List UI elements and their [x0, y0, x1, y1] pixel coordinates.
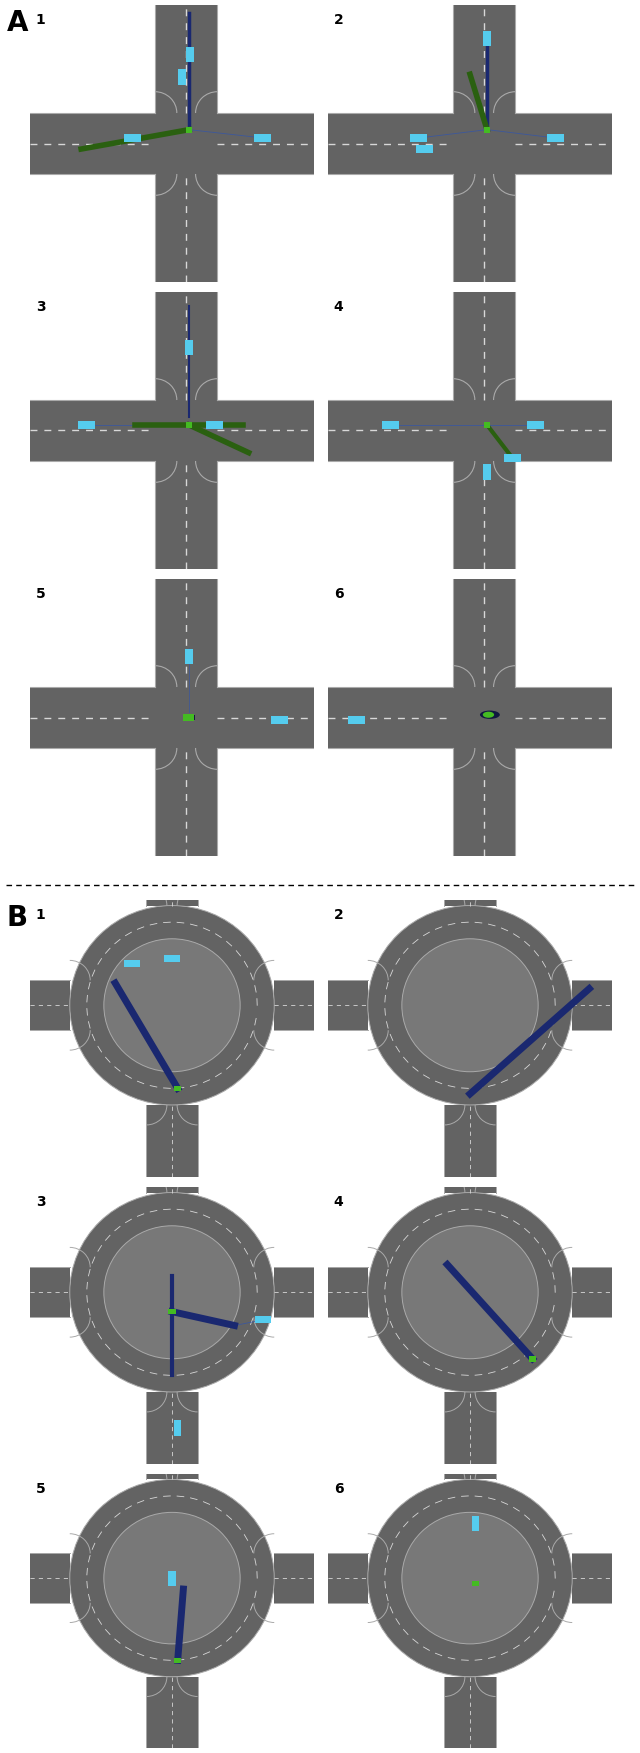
Text: 4: 4 — [333, 1196, 344, 1210]
Bar — [328, 980, 368, 1031]
Text: B: B — [6, 903, 28, 931]
Bar — [529, 1357, 536, 1362]
Bar — [444, 899, 495, 906]
Circle shape — [104, 940, 240, 1071]
Circle shape — [402, 940, 538, 1071]
Bar — [78, 421, 95, 429]
Circle shape — [70, 1192, 275, 1392]
Bar — [206, 421, 223, 429]
Circle shape — [104, 1225, 240, 1359]
Text: 1: 1 — [36, 14, 45, 28]
Bar — [147, 1474, 198, 1480]
Bar — [174, 1658, 181, 1664]
Bar — [147, 1104, 198, 1176]
Bar — [255, 1317, 271, 1324]
Bar — [168, 1571, 175, 1586]
Text: 6: 6 — [333, 1483, 343, 1497]
Bar — [484, 422, 490, 428]
Circle shape — [70, 906, 275, 1104]
Bar — [124, 961, 140, 968]
Circle shape — [402, 1225, 538, 1359]
Bar — [30, 112, 314, 174]
Bar — [527, 421, 544, 429]
Bar — [472, 1516, 479, 1530]
Bar — [147, 1187, 198, 1192]
Bar — [328, 687, 612, 749]
Bar — [453, 578, 515, 855]
Bar — [147, 1678, 198, 1748]
Bar — [186, 422, 192, 428]
Text: 6: 6 — [333, 587, 343, 601]
Circle shape — [70, 1480, 275, 1678]
Circle shape — [402, 1513, 538, 1644]
Bar — [275, 980, 314, 1031]
Bar — [186, 47, 195, 63]
Circle shape — [104, 1513, 240, 1644]
Bar — [472, 1581, 479, 1586]
Bar — [164, 955, 180, 962]
Text: 2: 2 — [333, 908, 344, 922]
Bar — [184, 715, 195, 720]
Bar — [30, 400, 314, 461]
Bar — [328, 400, 612, 461]
Bar — [168, 1309, 175, 1315]
Bar — [444, 1474, 495, 1480]
Bar — [410, 133, 428, 142]
Bar — [155, 5, 218, 282]
Bar — [275, 1267, 314, 1317]
Text: 3: 3 — [36, 1196, 45, 1210]
Bar — [124, 133, 141, 142]
Ellipse shape — [483, 712, 494, 717]
Bar — [271, 717, 289, 724]
Bar — [155, 293, 218, 570]
Bar — [572, 980, 612, 1031]
Bar — [504, 454, 521, 463]
Text: 3: 3 — [36, 300, 45, 314]
Bar — [328, 1553, 368, 1602]
Bar — [184, 713, 194, 720]
Bar — [174, 1420, 181, 1436]
Bar — [30, 1553, 70, 1602]
Circle shape — [368, 1192, 572, 1392]
Bar — [453, 293, 515, 570]
Bar — [382, 421, 399, 429]
Bar — [185, 649, 193, 664]
Bar — [155, 578, 218, 855]
Text: A: A — [6, 9, 28, 37]
Bar — [30, 980, 70, 1031]
Text: 2: 2 — [333, 14, 344, 28]
Bar — [484, 126, 490, 133]
Bar — [348, 717, 365, 724]
Bar — [483, 465, 491, 480]
Bar — [572, 1267, 612, 1317]
Bar — [275, 1553, 314, 1602]
Circle shape — [368, 906, 572, 1104]
Text: 1: 1 — [36, 908, 45, 922]
Bar — [254, 133, 271, 142]
Bar — [547, 133, 564, 142]
Bar — [147, 899, 198, 906]
Bar — [444, 1187, 495, 1192]
Bar — [185, 340, 193, 356]
Circle shape — [368, 1480, 572, 1678]
Ellipse shape — [480, 710, 500, 719]
Bar — [444, 1104, 495, 1176]
Bar — [444, 1392, 495, 1464]
Text: 5: 5 — [36, 1483, 45, 1497]
Bar — [174, 1085, 181, 1090]
Bar — [416, 145, 433, 153]
Bar — [178, 70, 186, 84]
Bar — [30, 687, 314, 749]
Bar — [30, 1267, 70, 1317]
Bar — [453, 5, 515, 282]
Bar — [328, 1267, 368, 1317]
Bar — [147, 1392, 198, 1464]
Bar — [444, 1678, 495, 1748]
Bar — [572, 1553, 612, 1602]
Bar — [483, 30, 491, 46]
Text: 4: 4 — [333, 300, 344, 314]
Bar — [186, 126, 192, 133]
Bar — [328, 112, 612, 174]
Text: 5: 5 — [36, 587, 45, 601]
